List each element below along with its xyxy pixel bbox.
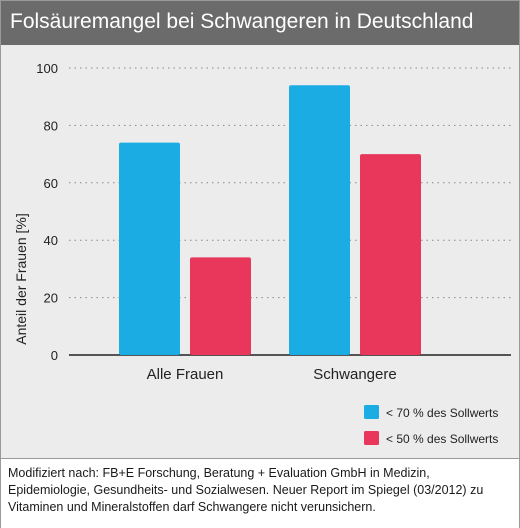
y-tick-label: 40 bbox=[44, 233, 58, 248]
y-tick-label: 20 bbox=[44, 291, 58, 306]
x-tick-label: Alle Frauen bbox=[147, 366, 224, 383]
y-tick-label: 80 bbox=[44, 118, 58, 133]
legend-label: < 70 % des Sollwerts bbox=[386, 406, 498, 420]
y-tick-label: 100 bbox=[36, 61, 58, 76]
y-tick-label: 0 bbox=[51, 348, 58, 363]
bar bbox=[289, 85, 350, 355]
source-note: Modifiziert nach: FB+E Forschung, Beratu… bbox=[8, 466, 484, 514]
legend-swatch bbox=[364, 405, 379, 419]
title-bar: Folsäuremangel bei Schwangeren in Deutsc… bbox=[1, 1, 519, 45]
legend-label: < 50 % des Sollwerts bbox=[386, 432, 498, 446]
y-axis-label: Anteil der Frauen [%] bbox=[13, 213, 29, 345]
bar-chart: 0 20 40 60 80 100 Anteil der Frauen [%] Alle Fr… bbox=[13, 61, 511, 446]
legend-swatch bbox=[364, 431, 379, 445]
bar bbox=[119, 142, 180, 355]
y-tick-label: 60 bbox=[44, 176, 58, 191]
chart-title: Folsäuremangel bei Schwangeren in Deutsc… bbox=[10, 10, 474, 33]
x-tick-label: Schwangere bbox=[313, 366, 396, 383]
source-footer: Modifiziert nach: FB+E Forschung, Beratu… bbox=[1, 458, 519, 528]
bar bbox=[360, 154, 421, 355]
bar bbox=[190, 257, 251, 355]
